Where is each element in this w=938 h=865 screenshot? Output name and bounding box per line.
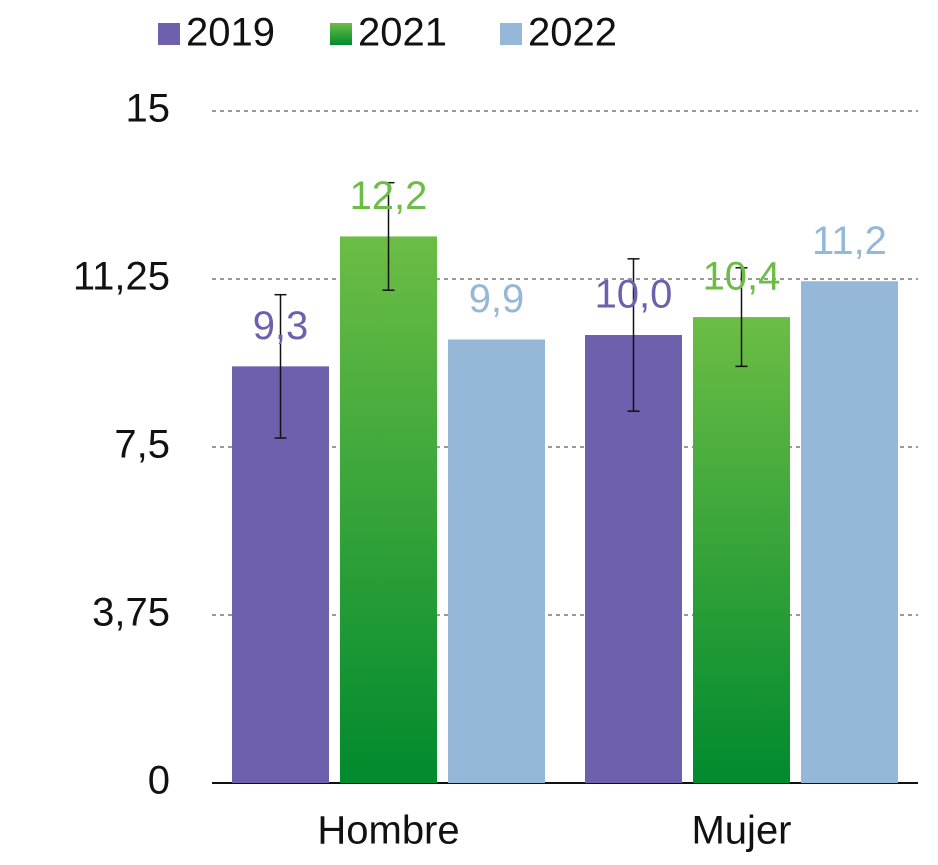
value-label: 9,3 [253,304,309,348]
error-bar [735,267,748,368]
error-bar [274,293,287,439]
legend-swatch [500,23,522,45]
y-tick-label: 7,5 [114,423,170,467]
y-tick-label: 3,75 [92,591,170,635]
bar [693,317,790,783]
value-label: 11,2 [812,219,887,263]
legend-label: 2022 [528,11,617,55]
value-label: 10,0 [595,273,673,317]
y-tick-label: 15 [126,87,171,131]
x-tick-label: Hombre [317,809,459,853]
error-bar [382,181,395,291]
bar [448,339,545,783]
y-tick-label: 11,25 [73,255,170,299]
y-tick-label: 0 [148,759,170,803]
error-bar [627,258,640,412]
legend-label: 2019 [186,11,275,55]
bar [340,236,437,783]
value-label: 10,4 [703,255,781,299]
legend-swatch [158,23,180,45]
x-tick-label: Mujer [691,809,791,853]
value-label: 9,9 [469,277,525,321]
legend-label: 2021 [358,11,447,55]
legend-swatch [330,23,352,45]
bar [801,281,898,783]
value-label: 12,2 [350,174,428,218]
